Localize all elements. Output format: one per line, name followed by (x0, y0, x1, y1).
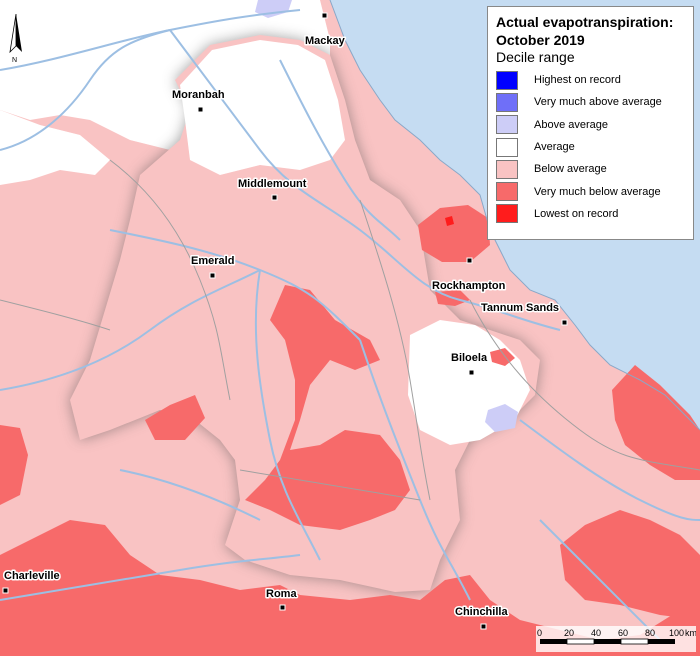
scale-tick-label: 0 (537, 628, 542, 638)
marker-mackay[interactable] (321, 12, 328, 19)
scale-tick-label: 60 (618, 628, 628, 638)
rivers (0, 9, 700, 641)
label-rockhampton: Rockhampton (432, 280, 506, 292)
scale-unit-label: km (685, 628, 696, 638)
marker-tannum-sands[interactable] (561, 319, 568, 326)
legend-item-label: Above average (534, 118, 608, 131)
label-chinchilla: Chinchilla (455, 606, 508, 618)
legend-subtitle: Decile range (496, 49, 575, 65)
legend-swatch (496, 159, 518, 179)
marker-roma[interactable] (279, 604, 286, 611)
label-biloela: Biloela (451, 352, 488, 364)
legend-item: Highest on record (496, 69, 685, 91)
legend-item-label: Average (534, 141, 575, 154)
scale-tick-label: 80 (645, 628, 655, 638)
label-middlemount: Middlemount (238, 178, 307, 190)
scale-tick-label: 20 (564, 628, 574, 638)
legend-swatch (496, 70, 518, 90)
label-emerald: Emerald (191, 255, 234, 267)
legend-title-line1: Actual evapotranspiration: (496, 14, 674, 30)
very-much-below-central (245, 285, 410, 530)
legend-item-label: Lowest on record (534, 207, 619, 220)
legend-item-label: Below average (534, 163, 607, 176)
coastline (329, 0, 700, 431)
place-labels: Mackay Moranbah Middlemount Emerald Rock… (3, 34, 561, 620)
legend-swatch (496, 115, 518, 135)
marker-emerald[interactable] (209, 272, 216, 279)
legend-swatch (496, 92, 518, 112)
legend-swatch (496, 204, 518, 224)
legend-swatch (496, 182, 518, 202)
legend: Actual evapotranspiration: October 2019 … (487, 6, 694, 240)
legend-swatch (496, 137, 518, 157)
scale-tick-label: 40 (591, 628, 601, 638)
basin-boundaries (0, 159, 700, 501)
very-much-below-east (612, 365, 700, 480)
very-much-below-south (0, 520, 700, 656)
label-moranbah: Moranbah (172, 89, 225, 101)
label-tannum-sands: Tannum Sands (481, 302, 559, 314)
north-arrow: N (7, 12, 25, 66)
marker-rockhampton[interactable] (466, 257, 473, 264)
very-much-below-rockhampton (418, 205, 490, 262)
legend-item: Above average (496, 114, 685, 136)
legend-item: Average (496, 136, 685, 158)
legend-item-label: Very much below average (534, 185, 661, 198)
marker-moranbah[interactable] (197, 106, 204, 113)
marker-charleville[interactable] (2, 587, 9, 594)
scale-bar: 0 20 40 60 80 100 km (536, 626, 697, 652)
legend-item: Lowest on record (496, 203, 685, 225)
place-markers (2, 12, 568, 630)
legend-item: Very much below average (496, 180, 685, 202)
legend-item: Below average (496, 158, 685, 180)
legend-items: Highest on record Very much above averag… (496, 69, 685, 225)
north-arrow-icon: N (9, 13, 22, 64)
scale-tick-label: 100 (669, 628, 684, 638)
label-mackay: Mackay (305, 35, 346, 47)
marker-chinchilla[interactable] (480, 623, 487, 630)
marker-middlemount[interactable] (271, 194, 278, 201)
basin-average-north (180, 40, 345, 175)
marker-biloela[interactable] (468, 369, 475, 376)
legend-item-label: Highest on record (534, 74, 621, 87)
very-much-below-pocket (145, 395, 205, 440)
north-arrow-label: N (12, 57, 17, 64)
very-much-below-west (0, 425, 28, 505)
lowest-on-record-dot (445, 216, 454, 226)
label-charleville: Charleville (4, 570, 60, 582)
scale-bar-graphic: 0 20 40 60 80 100 km (536, 626, 697, 652)
label-roma: Roma (266, 588, 297, 600)
average-region-northwest (0, 110, 110, 185)
very-much-below-southeast (560, 510, 700, 620)
legend-item-label: Very much above average (534, 96, 662, 109)
above-average-patch (485, 404, 518, 432)
legend-item: Very much above average (496, 91, 685, 113)
legend-title-line2: October 2019 (496, 32, 585, 48)
